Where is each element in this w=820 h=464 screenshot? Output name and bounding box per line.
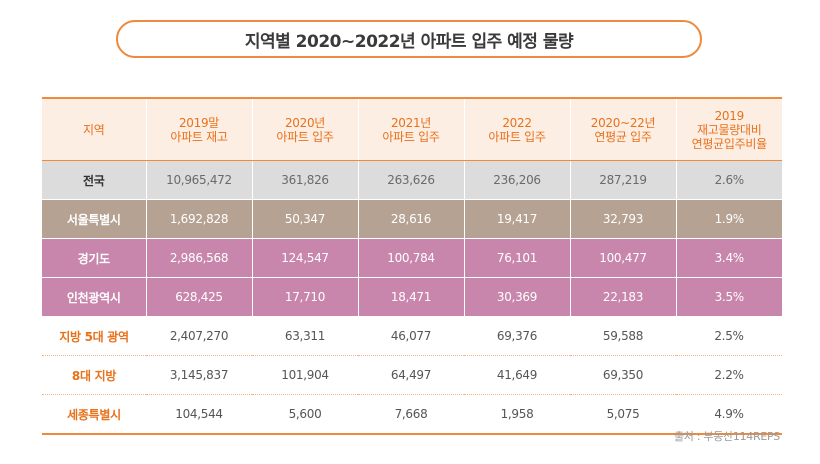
cell-average: 22,183 <box>570 277 677 317</box>
cell-2022: 76,101 <box>464 238 571 278</box>
cell-ratio: 3.4% <box>676 238 782 278</box>
row-label: 서울특별시 <box>42 199 147 239</box>
cell-average: 32,793 <box>570 199 677 239</box>
cell-ratio: 3.5% <box>676 277 782 317</box>
cell-2022: 1,958 <box>464 394 570 434</box>
cell-average: 69,350 <box>570 355 676 395</box>
header-row: 지역 2019말 아파트 재고 2020년 아파트 입주 2021년 아파트 입주 2… <box>42 98 782 161</box>
header-annual-average: 2020~22년 연평균 입주 <box>570 98 677 161</box>
table-row-sejong: 세종특별시 104,544 5,600 7,668 1,958 5,075 4.… <box>42 394 782 434</box>
cell-stock: 2,986,568 <box>146 238 253 278</box>
cell-2021: 28,616 <box>358 199 465 239</box>
chart-title: 지역별 2020~2022년 아파트 입주 예정 물량 <box>116 20 702 58</box>
cell-ratio: 1.9% <box>676 199 782 239</box>
cell-average: 5,075 <box>570 394 676 434</box>
cell-2021: 18,471 <box>358 277 465 317</box>
source-note: 출처 : 부동산114REPS <box>673 430 780 443</box>
table-row-provinces-8: 8대 지방 3,145,837 101,904 64,497 41,649 69… <box>42 355 782 395</box>
cell-average: 100,477 <box>570 238 677 278</box>
cell-2020: 101,904 <box>252 355 358 395</box>
cell-stock: 1,692,828 <box>146 199 253 239</box>
row-label: 지방 5대 광역 <box>42 316 146 356</box>
cell-2021: 100,784 <box>358 238 465 278</box>
row-label: 세종특별시 <box>42 394 146 434</box>
cell-average: 287,219 <box>570 160 677 200</box>
housing-supply-table: 지역 2019말 아파트 재고 2020년 아파트 입주 2021년 아파트 입주 2… <box>42 97 782 435</box>
table-row-national: 전국 10,965,472 361,826 263,626 236,206 28… <box>42 160 782 200</box>
cell-stock: 628,425 <box>146 277 253 317</box>
cell-2020: 124,547 <box>252 238 359 278</box>
row-label: 8대 지방 <box>42 355 146 395</box>
cell-ratio: 2.2% <box>676 355 782 395</box>
table-row-metro-5: 지방 5대 광역 2,407,270 63,311 46,077 69,376 … <box>42 316 782 356</box>
cell-2021: 64,497 <box>358 355 464 395</box>
table-row-seoul: 서울특별시 1,692,828 50,347 28,616 19,417 32,… <box>42 199 782 239</box>
cell-stock: 3,145,837 <box>146 355 252 395</box>
cell-2020: 361,826 <box>252 160 359 200</box>
header-region: 지역 <box>42 98 147 161</box>
cell-stock: 10,965,472 <box>146 160 253 200</box>
cell-2022: 19,417 <box>464 199 571 239</box>
cell-average: 59,588 <box>570 316 676 356</box>
cell-ratio: 2.6% <box>676 160 782 200</box>
row-label: 경기도 <box>42 238 147 278</box>
cell-2022: 41,649 <box>464 355 570 395</box>
cell-2022: 30,369 <box>464 277 571 317</box>
cell-2020: 5,600 <box>252 394 358 434</box>
cell-2021: 46,077 <box>358 316 464 356</box>
cell-stock: 104,544 <box>146 394 252 434</box>
cell-2020: 17,710 <box>252 277 359 317</box>
row-label: 전국 <box>42 160 147 200</box>
table-row-gyeonggi: 경기도 2,986,568 124,547 100,784 76,101 100… <box>42 238 782 278</box>
header-stock-2019: 2019말 아파트 재고 <box>146 98 253 161</box>
cell-2021: 263,626 <box>358 160 465 200</box>
row-label: 인천광역시 <box>42 277 147 317</box>
cell-2022: 236,206 <box>464 160 571 200</box>
cell-2022: 69,376 <box>464 316 570 356</box>
table-row-incheon: 인천광역시 628,425 17,710 18,471 30,369 22,18… <box>42 277 782 317</box>
cell-2020: 50,347 <box>252 199 359 239</box>
cell-ratio: 2.5% <box>676 316 782 356</box>
header-ratio: 2019 재고물량대비 연평균입주비율 <box>676 98 782 161</box>
cell-stock: 2,407,270 <box>146 316 252 356</box>
header-move-in-2020: 2020년 아파트 입주 <box>252 98 359 161</box>
cell-ratio: 4.9% <box>676 394 782 434</box>
cell-2020: 63,311 <box>252 316 358 356</box>
cell-2021: 7,668 <box>358 394 464 434</box>
header-move-in-2021: 2021년 아파트 입주 <box>358 98 465 161</box>
header-move-in-2022: 2022 아파트 입주 <box>464 98 571 161</box>
